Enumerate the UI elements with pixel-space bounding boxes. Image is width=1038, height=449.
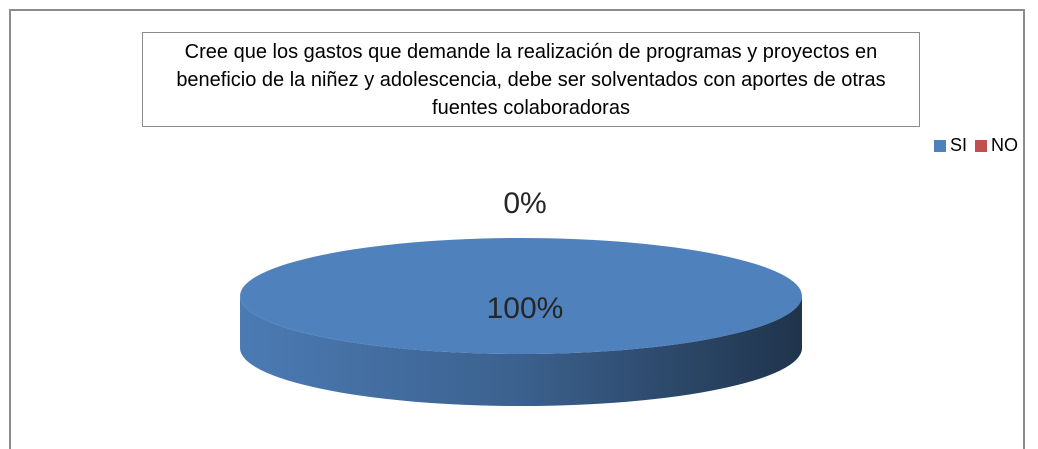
legend-label: NO [991, 135, 1018, 155]
chart-title: Cree que los gastos que demande la reali… [142, 32, 920, 127]
legend-swatch [933, 140, 946, 152]
chart-frame [9, 9, 1025, 449]
slice-top [240, 238, 802, 354]
slice-side-shade [240, 296, 802, 406]
pie-slice [240, 238, 802, 406]
data-label: 0% [503, 187, 546, 220]
legend-label: SI [950, 135, 967, 155]
data-label: 100% [487, 292, 564, 325]
legend-swatch [975, 140, 987, 152]
